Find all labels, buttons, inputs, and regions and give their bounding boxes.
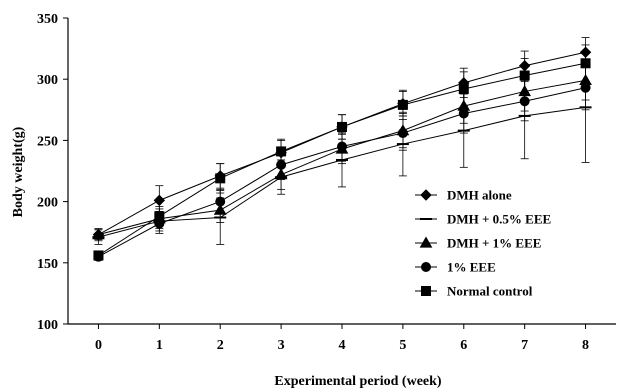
data-point — [337, 141, 347, 152]
data-point — [580, 82, 591, 93]
data-point — [92, 228, 105, 240]
data-point — [397, 128, 408, 139]
data-point — [215, 173, 226, 184]
data-point — [519, 70, 530, 81]
data-point — [458, 108, 469, 119]
legend-item: DMH + 1% EEE — [415, 236, 541, 251]
legend-marker — [421, 262, 431, 272]
legend-marker — [421, 286, 431, 296]
legend-marker — [419, 236, 433, 248]
y-tick-label: 200 — [37, 196, 58, 211]
data-point — [519, 96, 530, 107]
axes — [63, 17, 616, 329]
y-tick-label: 350 — [37, 12, 58, 27]
y-tick-label: 250 — [37, 134, 58, 149]
legend-item: 1% EEE — [415, 260, 496, 275]
x-tick-label: 4 — [339, 338, 346, 353]
legend-label: Normal control — [447, 284, 533, 299]
data-point — [580, 58, 591, 69]
data-point — [458, 83, 469, 94]
y-tick-label: 100 — [37, 318, 58, 333]
x-tick-label: 7 — [521, 338, 528, 353]
x-tick-label: 2 — [217, 338, 224, 353]
data-point — [276, 146, 287, 157]
legend-label: DMH alone — [447, 188, 512, 203]
data-point — [153, 194, 166, 207]
legend-item: DMH alone — [415, 188, 512, 203]
legend-item: DMH + 0.5% EEE — [415, 212, 551, 227]
legend-label: DMH + 0.5% EEE — [447, 212, 551, 227]
y-tick-label: 150 — [37, 257, 58, 272]
legend: DMH alone DMH + 0.5% EEE DMH + 1% EEE 1% EE… — [415, 188, 551, 299]
x-tick-label: 1 — [156, 338, 163, 353]
data-point — [337, 121, 347, 132]
data-point — [215, 196, 226, 207]
x-tick-label: 3 — [278, 338, 285, 353]
x-tick-label: 8 — [582, 338, 589, 353]
x-tick-label: 5 — [399, 338, 406, 353]
y-tick-label: 300 — [37, 73, 58, 88]
data-point — [397, 99, 408, 110]
legend-marker — [420, 189, 432, 201]
legend-item: Normal control — [415, 284, 533, 299]
tick-labels: 100 150 200 250 300 350 0 1 2 3 4 5 6 7 8 — [37, 12, 589, 353]
data-point — [154, 211, 165, 222]
data-point — [93, 250, 104, 261]
x-tick-label: 0 — [95, 338, 102, 353]
series-4 — [93, 44, 591, 261]
y-axis-title: Body weight(g) — [11, 126, 26, 217]
x-axis-title: Experimental period (week) — [274, 374, 442, 389]
legend-label: DMH + 1% EEE — [447, 236, 541, 251]
x-tick-label: 6 — [460, 338, 467, 353]
legend-label: 1% EEE — [447, 260, 496, 275]
series-layer — [92, 37, 592, 262]
